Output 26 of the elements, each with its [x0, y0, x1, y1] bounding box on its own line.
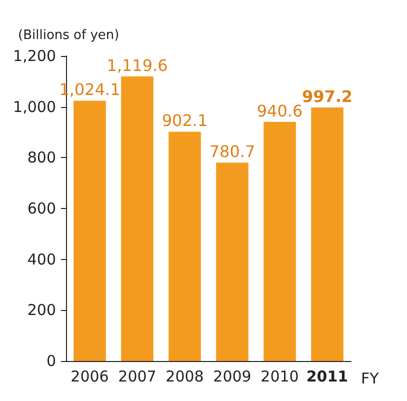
- y-axis-title: (Billions of yen): [18, 28, 120, 43]
- x-tick-label: 2009: [213, 368, 252, 386]
- y-tick-label: 400: [27, 250, 56, 268]
- data-label: 997.2: [302, 87, 353, 106]
- y-tick-label: 200: [27, 301, 56, 320]
- y-tick-label: 0: [46, 352, 56, 370]
- y-tick-label: 800: [27, 148, 56, 167]
- bar: [216, 162, 248, 361]
- bar: [264, 122, 296, 361]
- y-tick-label: 1,000: [13, 98, 56, 116]
- bar: [168, 132, 201, 361]
- y-tick-label: 600: [27, 200, 56, 218]
- y-tick-label: 1,200: [13, 47, 56, 65]
- x-tick-label: 2011: [306, 368, 348, 386]
- data-label: 902.1: [162, 111, 208, 130]
- x-tick-label: 2008: [166, 368, 204, 386]
- bar: [311, 108, 344, 361]
- x-tick-label: 2010: [260, 368, 299, 386]
- data-label: 780.7: [209, 142, 256, 162]
- bar: [121, 76, 154, 361]
- data-label: 940.6: [256, 101, 303, 120]
- data-label: 1,119.6: [106, 56, 168, 75]
- x-tick-label: 2007: [118, 368, 156, 386]
- bar: [74, 100, 106, 361]
- x-axis-title: FY: [361, 370, 380, 388]
- x-tick-label: 2006: [70, 368, 109, 386]
